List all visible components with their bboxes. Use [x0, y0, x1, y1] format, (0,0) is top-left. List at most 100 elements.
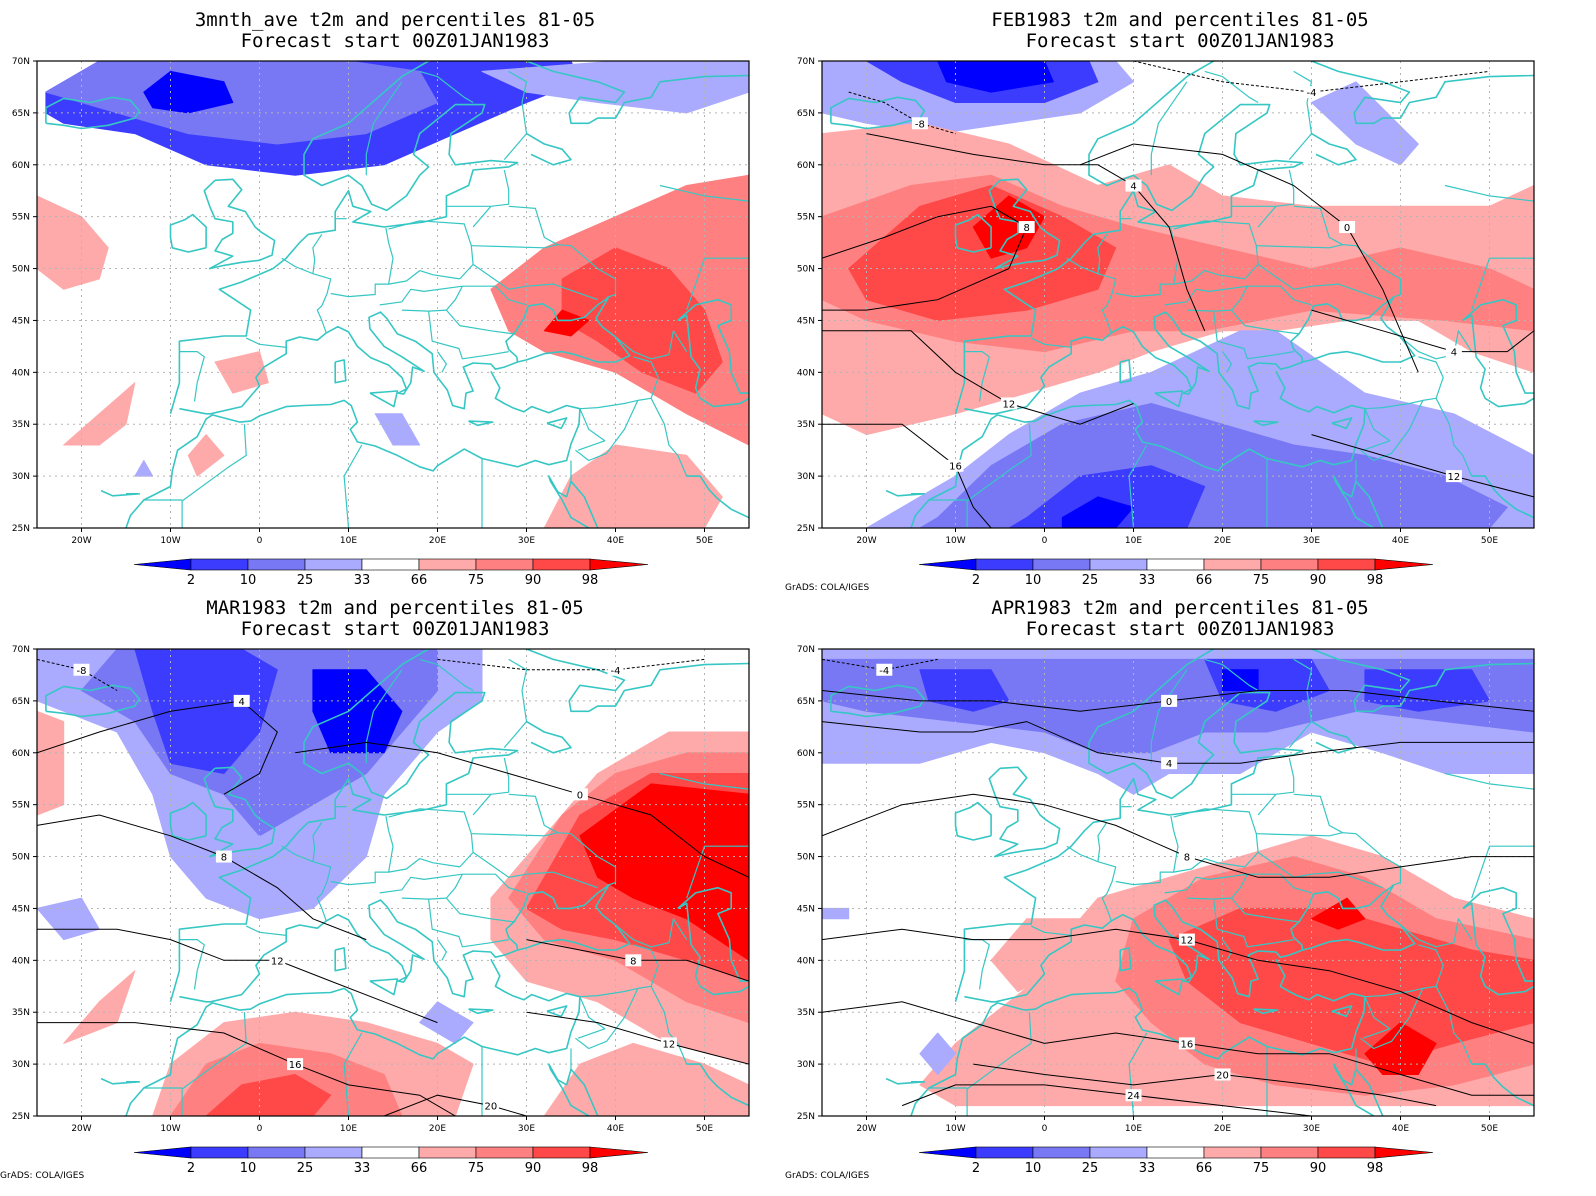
- colorbar-arrow-low: [918, 558, 977, 571]
- lat-tick-label: 30N: [797, 472, 815, 482]
- colorbar-segment: [247, 1146, 306, 1159]
- country-border: [445, 285, 515, 335]
- country-border: [1257, 851, 1383, 889]
- coastline: [203, 766, 276, 858]
- country-border: [1256, 832, 1402, 887]
- colorbar-label: 25: [1082, 573, 1099, 588]
- colorbar-segment: [418, 1146, 477, 1159]
- colorbar-label: 98: [582, 573, 599, 588]
- percentile-shade-c66: [187, 434, 225, 477]
- contour-label: 20: [485, 1102, 498, 1113]
- lat-tick-label: 60N: [12, 749, 30, 759]
- lat-tick-label: 50N: [12, 853, 30, 863]
- colorbar-label: 98: [1367, 1161, 1384, 1176]
- colorbar-arrow-low: [133, 558, 192, 571]
- country-border: [445, 873, 515, 923]
- colorbar-segment: [1260, 558, 1319, 571]
- colorbar-segment: [532, 1146, 591, 1159]
- coastline: [1471, 1063, 1534, 1107]
- country-border: [428, 311, 509, 360]
- country-border: [388, 220, 474, 280]
- contour-label: 4: [239, 697, 245, 708]
- colorbar-label: 10: [1025, 573, 1042, 588]
- colorbar-label: 66: [1196, 573, 1213, 588]
- country-border: [1066, 257, 1117, 334]
- lat-tick-label: 45N: [797, 904, 815, 914]
- country-border: [1360, 988, 1424, 1050]
- country-border: [1256, 244, 1402, 299]
- country-border: [1128, 444, 1148, 528]
- coastline: [125, 958, 581, 1116]
- coastline: [1350, 480, 1384, 528]
- lon-tick-label: 20E: [429, 1124, 446, 1134]
- lon-tick-label: 10W: [160, 1124, 180, 1134]
- coastline: [677, 902, 749, 996]
- country-border: [966, 1012, 1032, 1116]
- country-border: [686, 257, 749, 311]
- grads-credit: GrADS: COLA/IGES: [785, 1171, 870, 1181]
- country-border: [472, 851, 598, 889]
- percentile-shade-c66: [37, 710, 65, 816]
- colorbar-segment: [475, 558, 534, 571]
- colorbar-label: 90: [1310, 1161, 1327, 1176]
- country-border: [281, 845, 332, 922]
- country-border: [579, 356, 659, 410]
- coastline: [45, 684, 141, 718]
- country-border: [472, 169, 510, 228]
- lon-tick-label: 10E: [1125, 536, 1142, 546]
- coastline: [1331, 1005, 1353, 1018]
- coastline: [885, 1077, 926, 1085]
- colorbar-segment: [1146, 558, 1205, 571]
- country-border: [1362, 996, 1391, 1039]
- country-border: [579, 944, 659, 998]
- lon-tick-label: 20E: [429, 536, 446, 546]
- coastline: [1253, 1008, 1279, 1015]
- country-border: [503, 70, 528, 160]
- country-border: [1173, 808, 1259, 868]
- country-border: [575, 400, 639, 462]
- contour-label: 4: [1166, 759, 1172, 770]
- percentile-shade-c2: [312, 669, 403, 754]
- coastline: [565, 480, 599, 528]
- contour-label-bg: [625, 954, 642, 967]
- contour-label: 16: [949, 462, 962, 473]
- country-border: [471, 832, 617, 887]
- country-border: [964, 351, 990, 402]
- map-panel-feb1983: FEB1983 t2m and percentiles 81-05 Foreca…: [785, 0, 1575, 598]
- country-border: [312, 233, 323, 274]
- lat-tick-label: 50N: [797, 853, 815, 863]
- lat-tick-label: 30N: [12, 1060, 30, 1070]
- colorbar-arrow-high: [1374, 1146, 1434, 1159]
- country-border: [181, 1012, 247, 1116]
- lat-tick-label: 55N: [12, 213, 30, 223]
- lon-tick-label: 50E: [696, 536, 713, 546]
- contour-label-bg: [1178, 850, 1195, 863]
- coastline: [369, 978, 399, 996]
- lon-tick-label: 40E: [1392, 536, 1409, 546]
- country-border: [1230, 285, 1300, 335]
- country-border: [472, 263, 598, 301]
- country-border: [428, 899, 509, 948]
- country-border: [1471, 845, 1534, 899]
- colorbar-label: 25: [297, 573, 314, 588]
- coastline: [169, 61, 749, 415]
- contour-label-bg: [1445, 470, 1462, 483]
- colorbar-label: 66: [411, 573, 428, 588]
- contour-label-bg: [1125, 179, 1142, 192]
- country-border: [245, 925, 287, 936]
- coastline: [1332, 1063, 1375, 1116]
- lat-tick-label: 25N: [797, 1112, 815, 1122]
- colorbar-arrow-low: [918, 1146, 977, 1159]
- panel-title-line1: 3mnth_ave t2m and percentiles 81-05: [194, 9, 596, 31]
- lat-tick-label: 65N: [797, 697, 815, 707]
- contour-label-bg: [1000, 397, 1017, 410]
- plot-layers: 8 12 16 4 0 -4 -8 4 12: [822, 61, 1534, 528]
- country-border: [577, 996, 606, 1039]
- lon-tick-label: 50E: [696, 1124, 713, 1134]
- country-border: [1293, 205, 1343, 246]
- contour-label-bg: [911, 117, 928, 130]
- coastline: [547, 1063, 590, 1116]
- country-border: [1222, 939, 1232, 961]
- colorbar-arrow-high: [589, 558, 649, 571]
- country-border: [330, 815, 394, 886]
